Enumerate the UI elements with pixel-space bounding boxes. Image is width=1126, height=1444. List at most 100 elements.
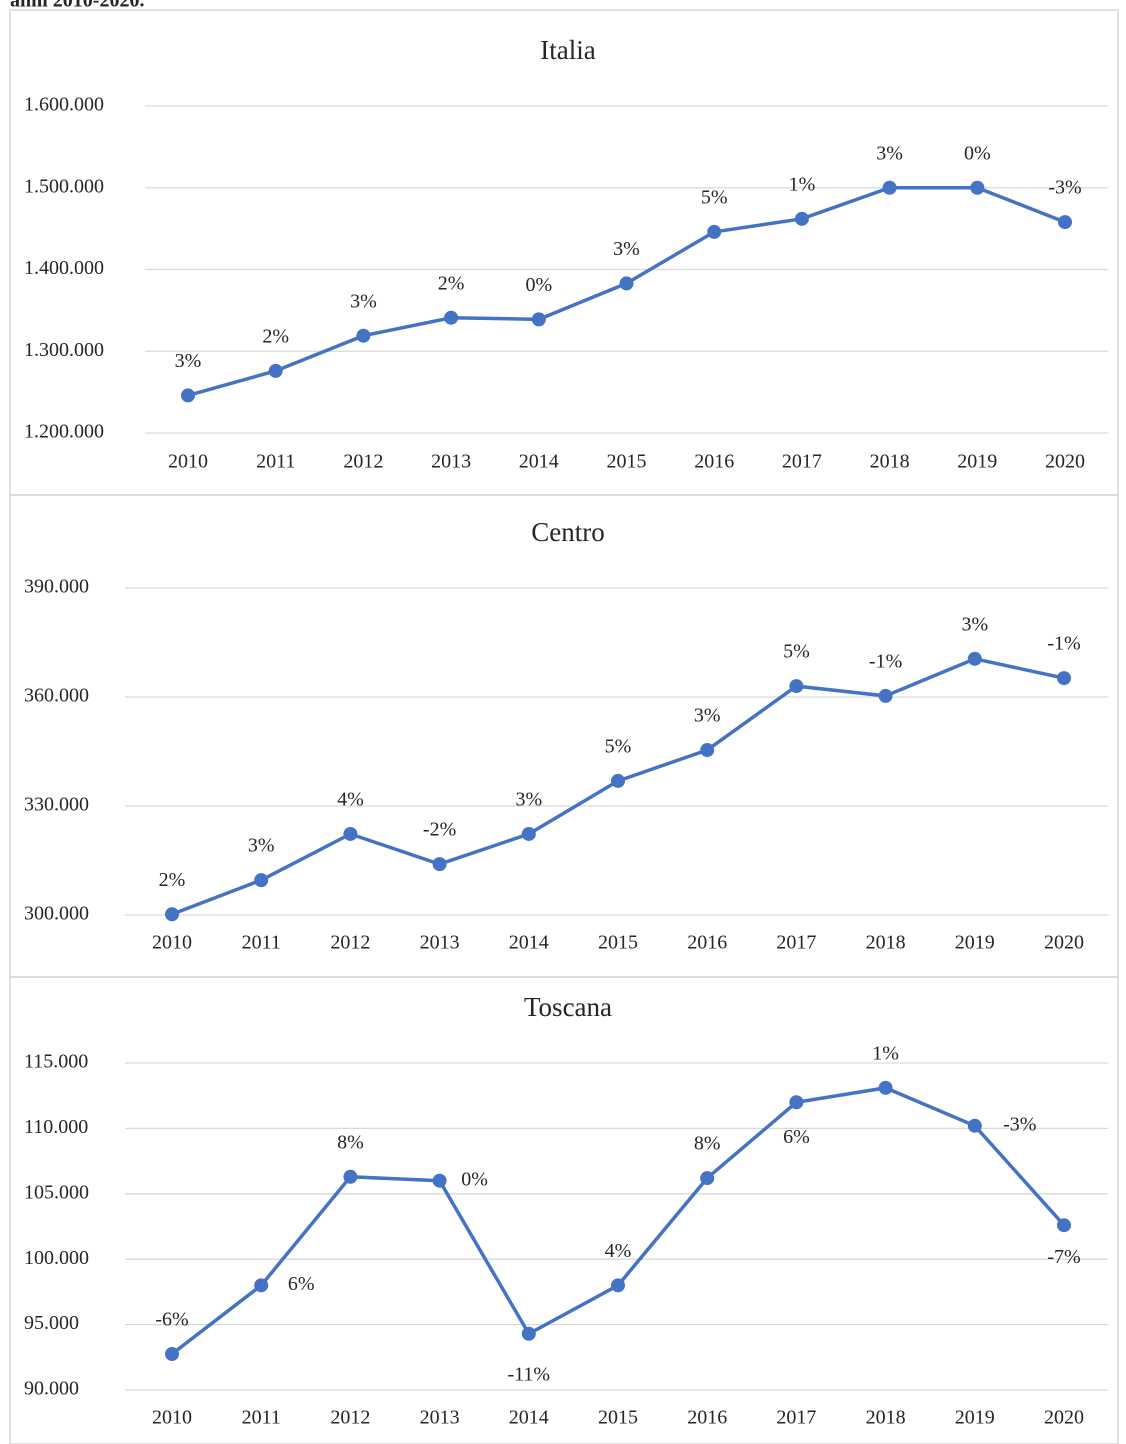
y-tick-label: 95.000 xyxy=(24,1312,79,1334)
point-label: 3% xyxy=(175,350,202,372)
x-tick-label: 2020 xyxy=(1044,932,1084,954)
data-point xyxy=(611,1278,625,1293)
data-point xyxy=(1057,1218,1071,1233)
point-label: 5% xyxy=(701,186,728,208)
x-tick-label: 2017 xyxy=(782,451,822,473)
x-tick-label: 2013 xyxy=(420,1407,460,1429)
data-point xyxy=(707,224,722,239)
point-label: 1% xyxy=(872,1042,899,1064)
header-text: anni 2010-2020. xyxy=(10,0,144,12)
point-label: -6% xyxy=(155,1309,188,1331)
data-point xyxy=(789,679,804,694)
data-point xyxy=(165,1347,179,1362)
chart-title: Toscana xyxy=(524,992,612,1022)
x-tick-label: 2014 xyxy=(509,932,549,954)
point-label: -1% xyxy=(1047,633,1080,655)
point-label: 1% xyxy=(789,173,816,195)
data-point xyxy=(165,907,179,922)
y-tick-label: 1.600.000 xyxy=(24,94,104,116)
point-label: 6% xyxy=(288,1273,315,1295)
point-label: 3% xyxy=(248,835,275,857)
point-label: -7% xyxy=(1047,1246,1080,1268)
y-tick-label: 105.000 xyxy=(24,1181,89,1203)
point-label: 3% xyxy=(613,238,640,260)
x-tick-label: 2014 xyxy=(509,1407,549,1429)
point-label: 3% xyxy=(694,705,721,727)
data-point xyxy=(700,1171,715,1186)
x-tick-label: 2017 xyxy=(776,932,816,954)
data-point xyxy=(432,857,447,872)
data-point xyxy=(967,651,982,666)
data-point xyxy=(343,826,358,841)
x-tick-label: 2010 xyxy=(168,451,208,473)
data-point xyxy=(268,363,283,378)
x-tick-label: 2010 xyxy=(152,1407,192,1429)
data-point xyxy=(794,211,809,226)
x-tick-label: 2012 xyxy=(330,932,370,954)
point-label: 5% xyxy=(605,736,632,758)
point-label: 0% xyxy=(964,142,991,164)
point-label: 3% xyxy=(515,789,542,811)
x-tick-label: 2016 xyxy=(694,451,734,473)
x-tick-label: 2018 xyxy=(866,1407,906,1429)
data-point xyxy=(254,1278,269,1293)
point-label: 3% xyxy=(350,290,377,312)
x-tick-label: 2018 xyxy=(870,451,910,473)
data-point xyxy=(967,1118,982,1133)
x-tick-label: 2013 xyxy=(420,932,460,954)
x-tick-label: 2011 xyxy=(242,1407,281,1429)
chart-title: Italia xyxy=(540,35,595,65)
y-tick-label: 330.000 xyxy=(24,794,89,816)
point-label: 4% xyxy=(605,1240,632,1262)
x-tick-label: 2015 xyxy=(607,451,647,473)
point-label: 0% xyxy=(525,274,552,296)
point-label: -3% xyxy=(1048,177,1081,199)
point-label: 3% xyxy=(876,142,903,164)
x-tick-label: 2017 xyxy=(776,1407,816,1429)
data-point xyxy=(619,276,634,291)
y-tick-label: 90.000 xyxy=(24,1378,79,1400)
x-tick-label: 2011 xyxy=(242,932,281,954)
x-tick-label: 2016 xyxy=(687,1407,727,1429)
point-label: 0% xyxy=(461,1168,488,1190)
data-point xyxy=(878,688,893,703)
y-tick-label: 1.500.000 xyxy=(24,175,104,197)
data-point xyxy=(1057,671,1071,686)
x-tick-label: 2013 xyxy=(431,451,471,473)
data-point xyxy=(356,328,371,343)
x-tick-label: 2018 xyxy=(866,932,906,954)
data-point xyxy=(254,873,269,888)
x-tick-label: 2015 xyxy=(598,932,638,954)
data-point xyxy=(878,1080,893,1095)
panel-frame xyxy=(9,976,1119,1444)
x-tick-label: 2015 xyxy=(598,1407,638,1429)
data-point xyxy=(700,743,715,758)
y-tick-label: 390.000 xyxy=(24,576,89,598)
data-point xyxy=(882,180,897,195)
point-label: -2% xyxy=(423,819,456,841)
panel-frame xyxy=(9,9,1119,496)
point-label: 3% xyxy=(961,613,988,635)
x-tick-label: 2016 xyxy=(687,932,727,954)
y-tick-label: 360.000 xyxy=(24,685,89,707)
point-label: 8% xyxy=(694,1133,721,1155)
point-label: 4% xyxy=(337,789,364,811)
y-tick-label: 300.000 xyxy=(24,903,89,925)
y-tick-label: 100.000 xyxy=(24,1247,89,1269)
point-label: -3% xyxy=(1003,1113,1036,1135)
x-tick-label: 2020 xyxy=(1044,1407,1084,1429)
point-label: 8% xyxy=(337,1131,364,1153)
data-point xyxy=(1058,215,1072,230)
series-line xyxy=(187,186,1066,398)
panel-frame xyxy=(9,494,1119,978)
x-tick-label: 2019 xyxy=(957,451,997,473)
data-point xyxy=(531,312,546,327)
point-label: 6% xyxy=(783,1126,810,1148)
data-point xyxy=(521,826,536,841)
y-tick-label: 115.000 xyxy=(24,1051,88,1073)
y-tick-label: 1.300.000 xyxy=(24,339,104,361)
data-point xyxy=(444,310,459,325)
data-point xyxy=(181,388,195,403)
x-tick-label: 2012 xyxy=(330,1407,370,1429)
data-point xyxy=(521,1326,536,1341)
